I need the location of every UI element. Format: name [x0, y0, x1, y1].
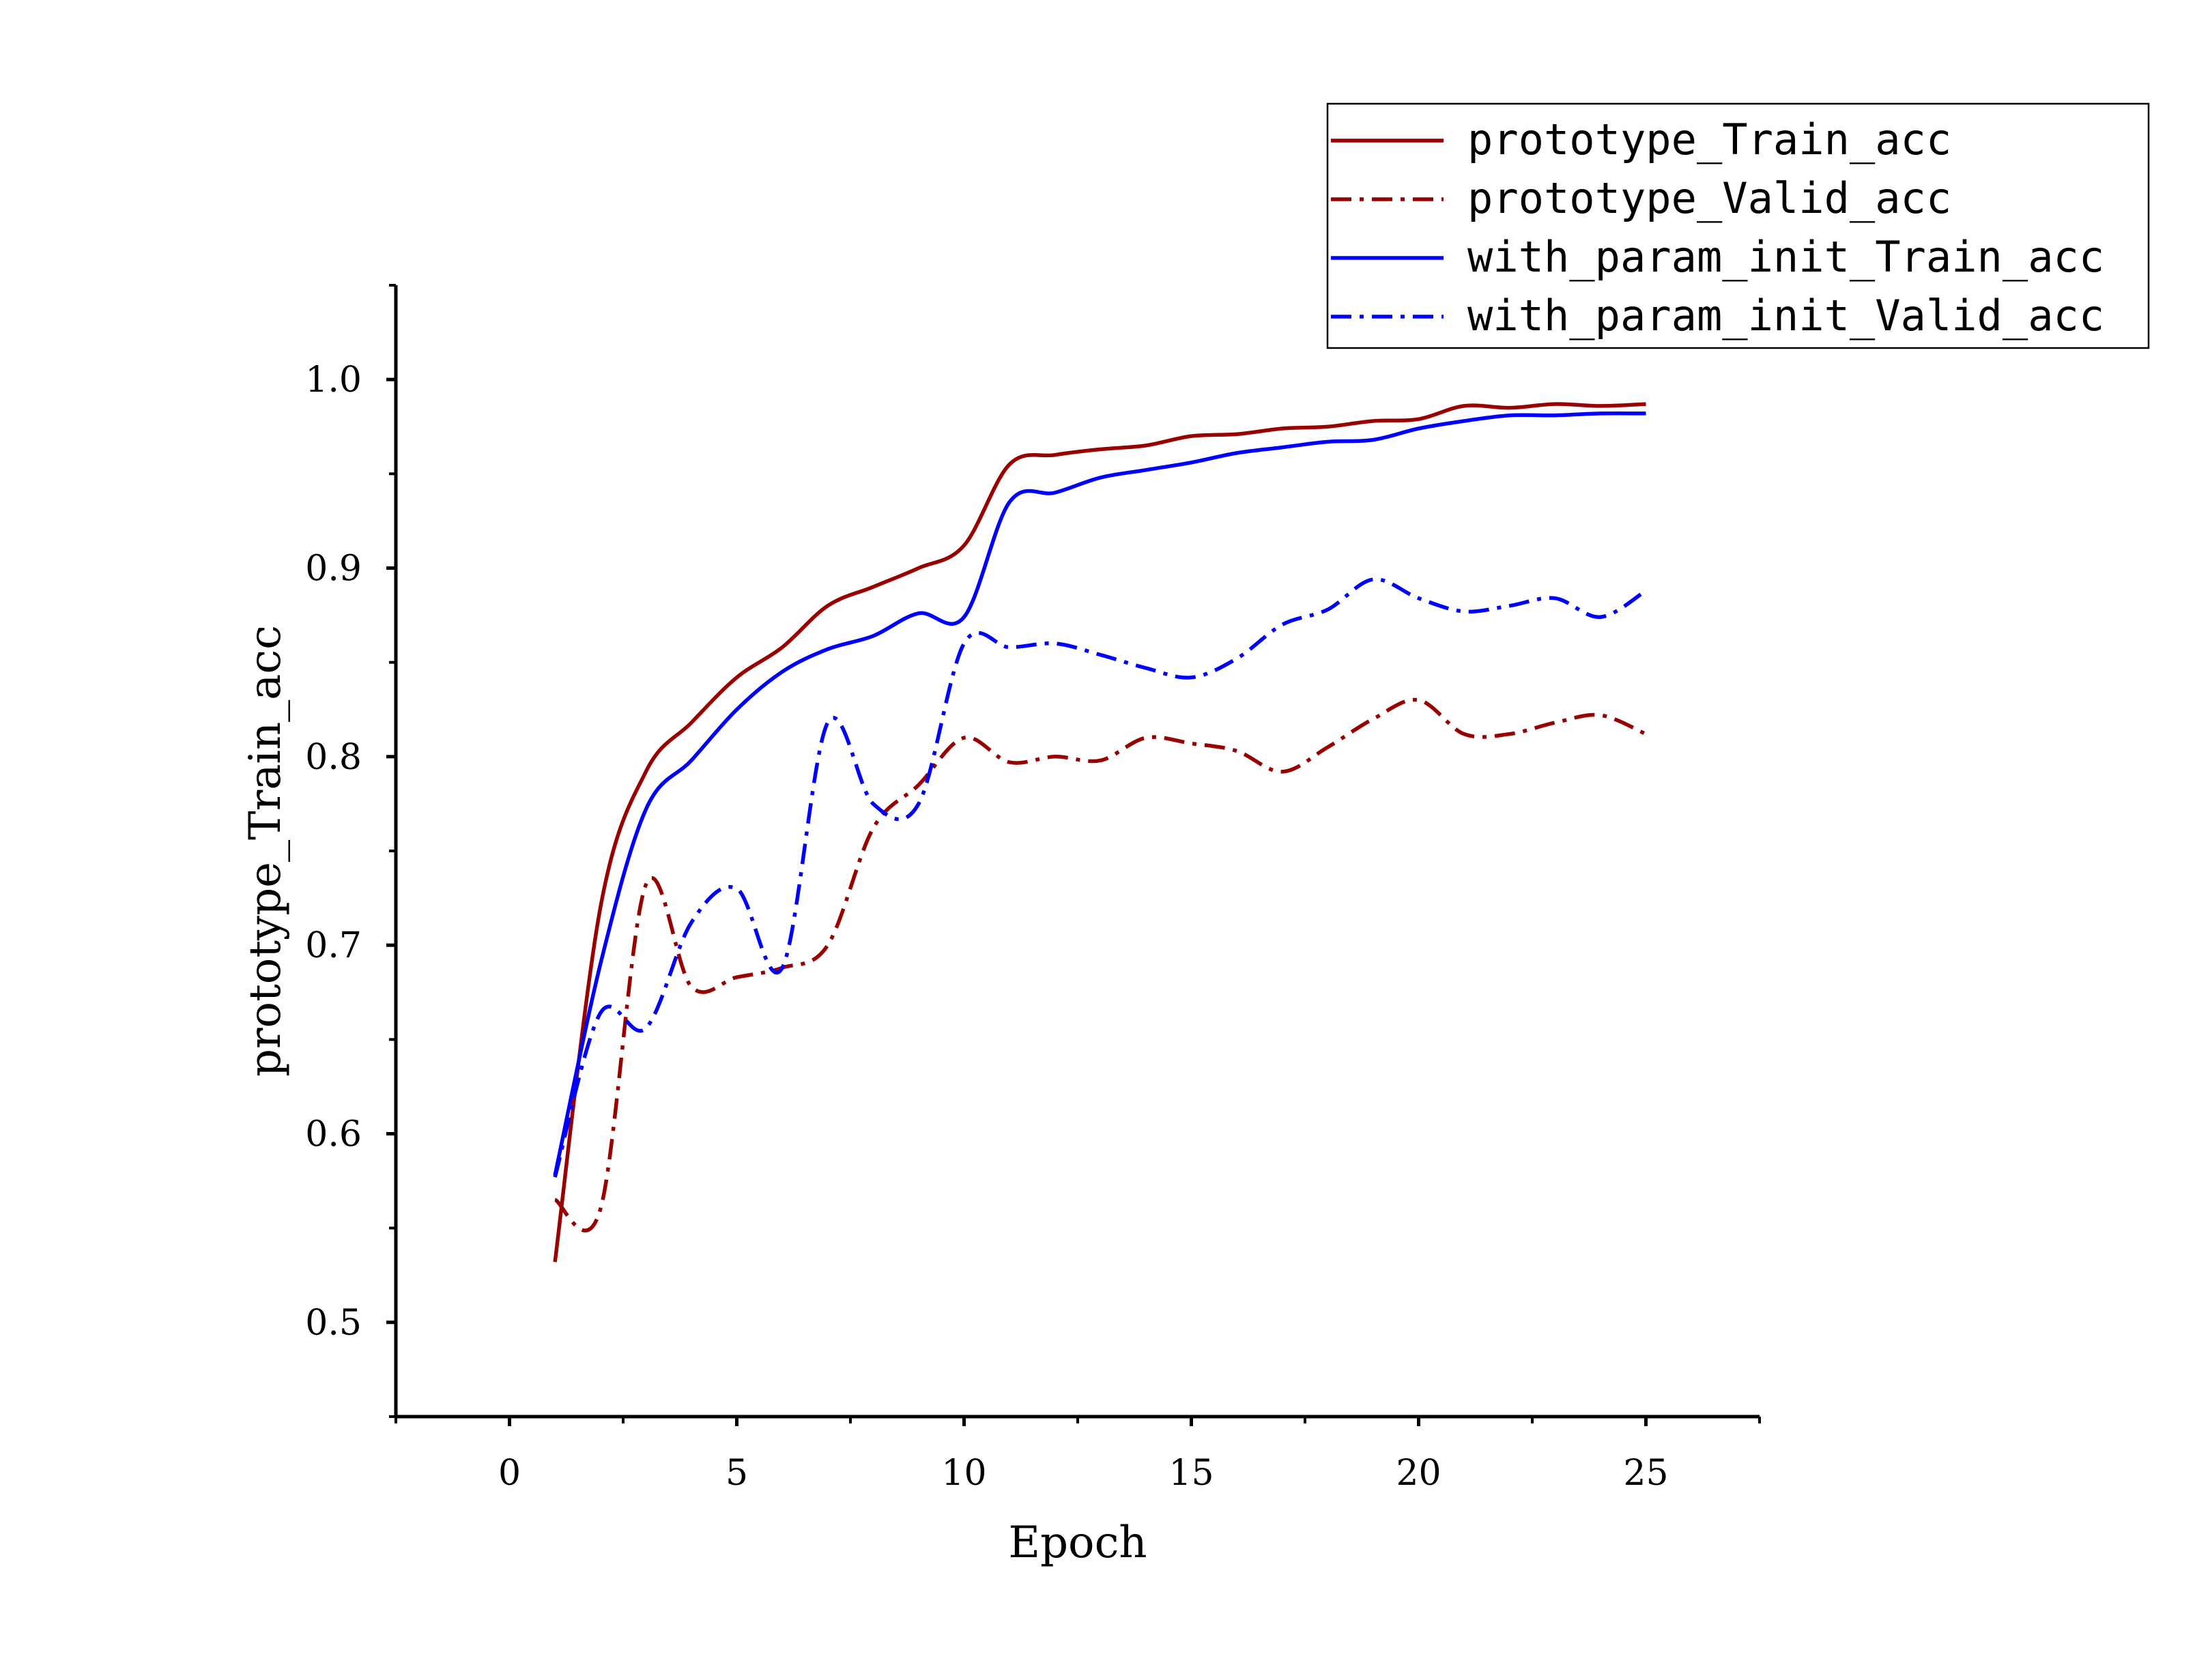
- y-tick-label: 0.8: [305, 737, 362, 778]
- x-tick-label: 5: [726, 1453, 748, 1494]
- series-line-with-param-init-train-acc: [553, 411, 1646, 1176]
- legend-label: with_param_init_Valid_acc: [1467, 291, 2104, 341]
- x-tick-label: 20: [1396, 1453, 1441, 1494]
- y-tick-label: 0.7: [305, 925, 362, 966]
- y-axis-title: prototype_Train_acc: [240, 625, 291, 1077]
- legend-box: [1326, 102, 2150, 349]
- y-tick-label: 0.9: [305, 549, 362, 590]
- x-tick-label: 10: [941, 1453, 986, 1494]
- plot-series: [553, 402, 1647, 1262]
- x-tick-label: 15: [1168, 1453, 1214, 1494]
- legend-label: prototype_Valid_acc: [1467, 173, 1951, 223]
- legend-label: prototype_Train_acc: [1467, 115, 1951, 164]
- y-tick-label: 1.0: [305, 360, 362, 401]
- series-line-prototype-train-acc: [553, 402, 1646, 1262]
- x-axis-title: Epoch: [1008, 1518, 1147, 1568]
- x-tick-label: 0: [498, 1453, 521, 1494]
- series-line-prototype-valid-acc: [554, 697, 1647, 1233]
- y-tick-label: 0.6: [305, 1114, 362, 1155]
- x-tick-label: 25: [1623, 1453, 1668, 1494]
- legend-label: with_param_init_Train_acc: [1467, 232, 2104, 282]
- axis-ticks: 0.5 0.6 0.7 0.8 0.9 1.0 0 5 10 15 20 25: [305, 284, 1761, 1494]
- legend: prototype_Train_acc prototype_Valid_accwi…: [1326, 102, 2150, 349]
- y-tick-label: 0.5: [305, 1303, 362, 1344]
